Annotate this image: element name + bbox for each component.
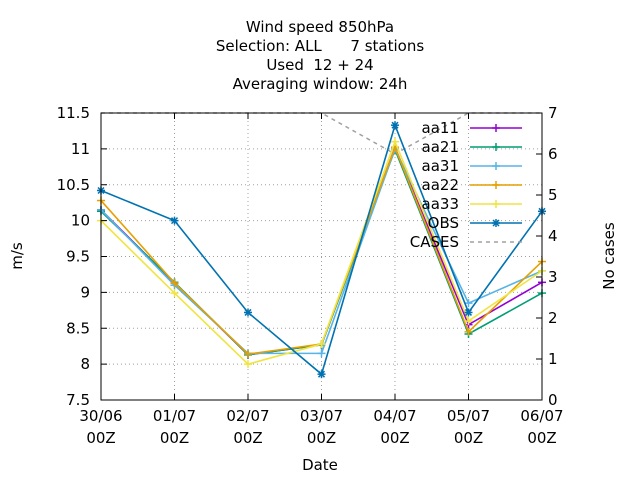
x-tick-label: 05/07 <box>447 407 490 425</box>
legend-marker <box>492 181 500 189</box>
y2-axis-label: No cases <box>600 222 618 290</box>
legend-entry-aa22: aa22 <box>422 176 522 194</box>
x-tick-label: 00Z <box>527 429 556 447</box>
data-point <box>317 340 326 349</box>
x-tick-label: 00Z <box>160 429 189 447</box>
series-aa11 <box>97 143 546 359</box>
data-point <box>170 279 179 288</box>
legend-label: aa11 <box>422 119 459 137</box>
legend-label: aa22 <box>422 176 459 194</box>
x-tick-label: 00Z <box>86 429 115 447</box>
y2-tick-label: 5 <box>548 186 558 204</box>
x-tick-label: 00Z <box>380 429 409 447</box>
legend-marker <box>492 143 500 151</box>
legend-label: OBS <box>428 214 459 232</box>
legend-marker <box>492 124 500 132</box>
x-tick-label: 04/07 <box>373 407 416 425</box>
y-tick-label: 8.5 <box>66 319 90 337</box>
legend-marker <box>492 200 500 208</box>
x-tick-label: 01/07 <box>153 407 196 425</box>
y-tick-label: 9.5 <box>66 248 90 266</box>
x-tick-label: 00Z <box>307 429 336 447</box>
y-tick-label: 10.5 <box>57 176 90 194</box>
y-tick-label: 10 <box>71 212 90 230</box>
legend-label: aa33 <box>422 195 459 213</box>
x-tick-label: 02/07 <box>226 407 269 425</box>
data-point <box>244 360 252 369</box>
y-tick-label: 11 <box>71 140 90 158</box>
legend-label: aa31 <box>422 157 459 175</box>
series-line <box>100 146 543 355</box>
data-point <box>244 308 252 317</box>
data-point <box>391 121 399 130</box>
legend-entry-aa21: aa21 <box>422 138 522 156</box>
y-tick-label: 9 <box>80 283 90 301</box>
legend-entry-obs: OBS <box>428 214 522 232</box>
y2-tick-label: 6 <box>548 145 558 163</box>
data-point <box>317 349 326 358</box>
data-point <box>244 350 252 359</box>
legend-label: aa21 <box>422 138 459 156</box>
x-tick-label: 06/07 <box>520 407 563 425</box>
data-point <box>317 370 326 379</box>
y-tick-label: 11.5 <box>57 104 90 122</box>
y2-tick-label: 2 <box>548 309 558 327</box>
data-point <box>391 137 399 146</box>
legend-entry-aa11: aa11 <box>422 119 522 137</box>
y-axis-label: m/s <box>8 242 26 270</box>
x-tick-label: 00Z <box>233 429 262 447</box>
y2-tick-label: 0 <box>548 391 558 409</box>
data-point <box>464 308 473 317</box>
chart-title-line: Used 12 + 24 <box>266 56 373 74</box>
x-tick-label: 03/07 <box>300 407 343 425</box>
axes: 7.5 8 8.5 9 9.5 10 10.5 11 11.5 0 1 2 3 4 5 6 7 30/06 00Z 0… <box>57 104 564 447</box>
legend-label: CASES <box>410 233 459 251</box>
data-point <box>464 327 473 336</box>
data-point <box>464 317 473 326</box>
legend-entry-aa33: aa33 <box>422 195 522 213</box>
y2-tick-label: 4 <box>548 227 558 245</box>
chart-title-line: Selection: ALL 7 stations <box>216 37 424 55</box>
grid-lines <box>101 113 542 400</box>
legend-marker <box>492 162 500 170</box>
legend-entry-cases: CASES <box>410 233 522 251</box>
series-line <box>100 145 543 355</box>
chart-title-line: Wind speed 850hPa <box>246 18 394 36</box>
x-tick-label: 00Z <box>454 429 483 447</box>
chart-title-line: Averaging window: 24h <box>233 75 408 93</box>
data-point <box>170 289 179 298</box>
legend-entry-aa31: aa31 <box>422 157 522 175</box>
x-tick-label: 30/06 <box>79 407 122 425</box>
y2-tick-label: 1 <box>548 350 558 368</box>
y2-tick-label: 3 <box>548 268 558 286</box>
y2-tick-label: 7 <box>548 104 558 122</box>
data-point <box>464 299 473 308</box>
data-point <box>170 216 179 225</box>
data-series <box>97 121 546 379</box>
y-tick-label: 7.5 <box>66 391 90 409</box>
y-tick-label: 8 <box>80 355 90 373</box>
legend-marker <box>492 219 500 227</box>
series-line <box>100 145 543 356</box>
x-axis-label: Date <box>302 456 338 474</box>
